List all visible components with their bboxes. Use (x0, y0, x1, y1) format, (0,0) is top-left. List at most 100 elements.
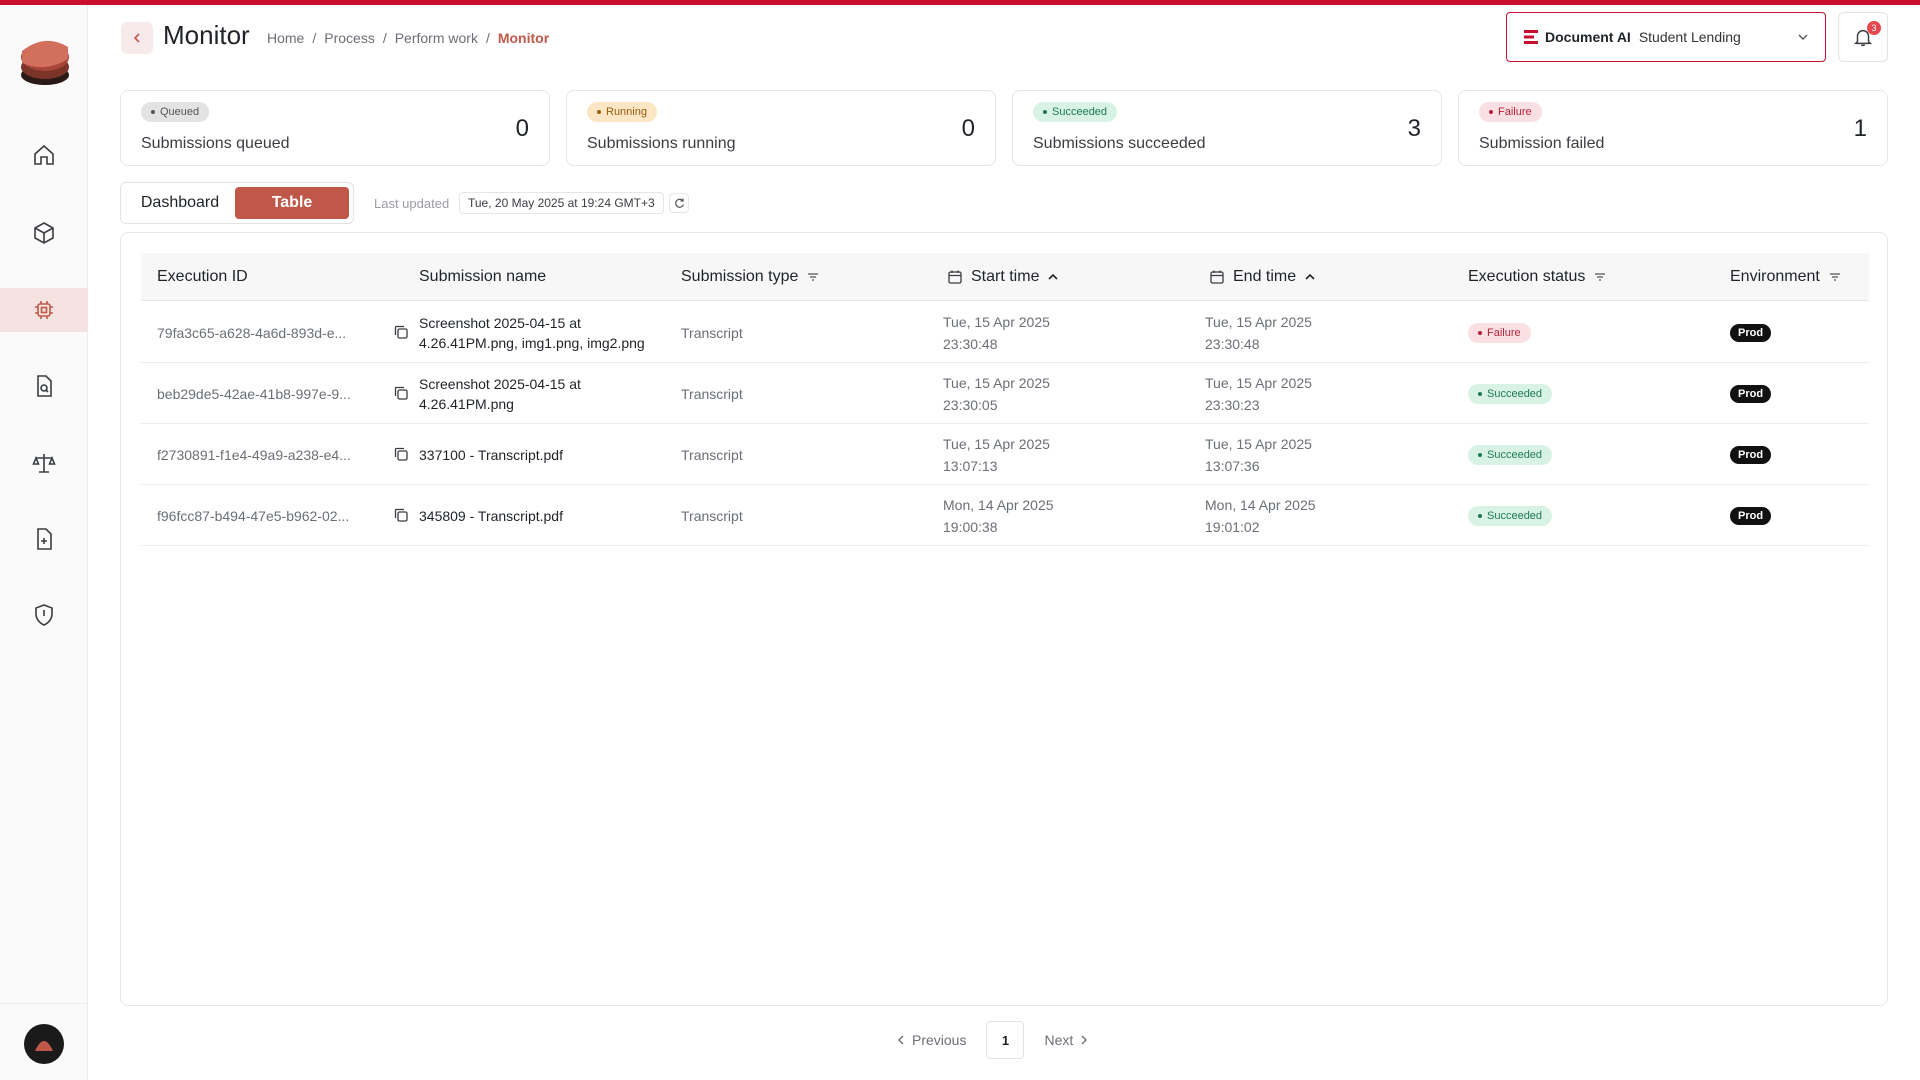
workspace-select[interactable]: Document AI Student Lending (1506, 12, 1826, 62)
environment-badge: Prod (1730, 506, 1772, 525)
sidebar-item-shield[interactable] (0, 593, 88, 637)
stat-label: Submissions running (587, 135, 736, 152)
submission-name: 337100 - Transcript.pdf (419, 446, 563, 463)
tab-table[interactable]: Table (235, 187, 349, 219)
filter-icon[interactable] (1828, 270, 1842, 284)
status-badge: Failure (1468, 322, 1531, 343)
status-badge: Succeeded (1033, 102, 1118, 122)
status-badge: Failure (1479, 102, 1542, 122)
filter-icon[interactable] (806, 270, 820, 284)
execution-status: Succeeded (1468, 363, 1553, 424)
bell-icon (1853, 29, 1873, 46)
execution-status: Succeeded (1468, 424, 1553, 485)
end-time: Tue, 15 Apr 2025 23:30:23 (1205, 374, 1312, 413)
submission-name-line: Screenshot 2025-04-15 at (419, 375, 581, 392)
environment: Prod (1730, 485, 1772, 546)
previous-page-button[interactable]: Previous (896, 1032, 966, 1048)
breadcrumb-separator: / (485, 30, 490, 46)
submission-name: 345809 - Transcript.pdf (419, 507, 563, 524)
app-logo[interactable] (18, 33, 72, 89)
end-time: Mon, 14 Apr 2025 19:01:02 (1205, 496, 1316, 535)
previous-label: Previous (912, 1032, 967, 1048)
submission-name-line: 4.26.41PM.png, img1.png, img2.png (419, 334, 645, 351)
sidebar-item-packages[interactable] (0, 211, 88, 255)
chevron-left-icon (898, 1035, 904, 1045)
column-execution-status[interactable]: Execution status (1468, 253, 1607, 301)
status-badge: Succeeded (1468, 505, 1553, 526)
view-toggle: Dashboard Table (120, 182, 354, 224)
chip-icon (35, 301, 53, 319)
column-submission-type[interactable]: Submission type (681, 253, 820, 301)
submission-type: Transcript (681, 324, 743, 341)
table-row[interactable]: 79fa3c65-a628-4a6d-893d-e... Screenshot … (141, 302, 1869, 363)
workspace-brand: Document AI (1545, 29, 1631, 45)
column-execution-id: Execution ID (157, 268, 248, 285)
notifications-button[interactable]: 3 (1838, 12, 1888, 62)
stat-card-succeeded: Succeeded Submissions succeeded 3 (1012, 90, 1442, 166)
page-button-1[interactable]: 1 (986, 1021, 1025, 1059)
status-badge: Succeeded (1468, 444, 1553, 465)
last-updated-value: Tue, 20 May 2025 at 19:24 GMT+3 (459, 192, 664, 214)
sidebar-item-add-document[interactable] (0, 517, 88, 561)
copy-button[interactable] (392, 323, 410, 341)
end-time: Tue, 15 Apr 2025 23:30:48 (1205, 313, 1312, 352)
breadcrumb-process[interactable]: Process (324, 30, 375, 46)
sidebar-divider (0, 1003, 88, 1004)
chevron-right-icon (1081, 1035, 1088, 1045)
sidebar-item-balance[interactable] (0, 441, 88, 485)
copy-button[interactable] (392, 506, 410, 524)
sidebar-item-home[interactable] (0, 133, 88, 177)
stat-card-queued: Queued Submissions queued 0 (120, 90, 550, 166)
breadcrumb-current: Monitor (497, 30, 550, 46)
submission-name-line: 4.26.41PM.png (419, 395, 514, 412)
next-label: Next (1044, 1032, 1074, 1048)
breadcrumb-separator: / (312, 30, 317, 46)
start-time: Tue, 15 Apr 2025 23:30:48 (943, 313, 1050, 352)
column-end-time[interactable]: End time (1209, 253, 1316, 301)
copy-button[interactable] (392, 445, 410, 463)
status-badge: Running (587, 102, 657, 122)
pagination: Previous 1 Next (896, 1021, 1089, 1059)
copy-button[interactable] (392, 384, 410, 402)
breadcrumb-home[interactable]: Home (267, 30, 305, 46)
document-plus-icon (37, 528, 52, 550)
stat-card-running: Running Submissions running 0 (566, 90, 996, 166)
column-environment[interactable]: Environment (1730, 253, 1842, 301)
next-page-button[interactable]: Next (1044, 1032, 1089, 1048)
environment-badge: Prod (1730, 323, 1772, 342)
avatar[interactable] (24, 1024, 64, 1064)
notification-count-badge: 3 (1867, 21, 1881, 35)
sidebar-item-document-search[interactable] (0, 364, 88, 408)
chevron-left-icon (133, 33, 140, 43)
tab-dashboard[interactable]: Dashboard (140, 194, 220, 211)
submission-name-line: Screenshot 2025-04-15 at (419, 314, 581, 331)
breadcrumb-perform-work[interactable]: Perform work (394, 30, 478, 46)
stat-value: 3 (1407, 115, 1421, 142)
table-row[interactable]: f2730891-f1e4-49a9-a238-e4... 337100 - T… (141, 424, 1869, 485)
back-button[interactable] (121, 22, 153, 54)
column-start-time[interactable]: Start time (947, 253, 1059, 301)
sort-ascending-icon[interactable] (1047, 271, 1059, 283)
start-time: Mon, 14 Apr 2025 19:00:38 (943, 496, 1054, 535)
refresh-button[interactable] (669, 193, 689, 213)
submission-type: Transcript (681, 507, 743, 524)
filter-icon[interactable] (1593, 270, 1607, 284)
execution-id: f2730891-f1e4-49a9-a238-e4... (157, 446, 351, 463)
execution-id: f96fcc87-b494-47e5-b962-02... (157, 507, 350, 524)
balance-scale-icon (32, 454, 56, 473)
status-badge: Queued (141, 102, 210, 122)
table-row[interactable]: beb29de5-42ae-41b8-997e-9... Screenshot … (141, 363, 1869, 424)
environment-badge: Prod (1730, 445, 1772, 464)
calendar-icon (948, 270, 962, 284)
execution-id: 79fa3c65-a628-4a6d-893d-e... (157, 324, 347, 341)
copy-icon (394, 325, 408, 339)
table-row[interactable]: f96fcc87-b494-47e5-b962-02... 345809 - T… (141, 485, 1869, 546)
execution-status: Failure (1468, 302, 1531, 363)
sidebar-item-monitor[interactable] (0, 288, 88, 332)
submission-name: Screenshot 2025-04-15 at 4.26.41PM.png, … (419, 302, 645, 363)
table-header: Execution ID Submission name Submission … (141, 253, 1869, 301)
page-title: Monitor (163, 20, 250, 50)
sort-ascending-icon[interactable] (1304, 271, 1316, 283)
refresh-icon (675, 198, 685, 208)
document-ai-logo-icon (1524, 30, 1538, 44)
